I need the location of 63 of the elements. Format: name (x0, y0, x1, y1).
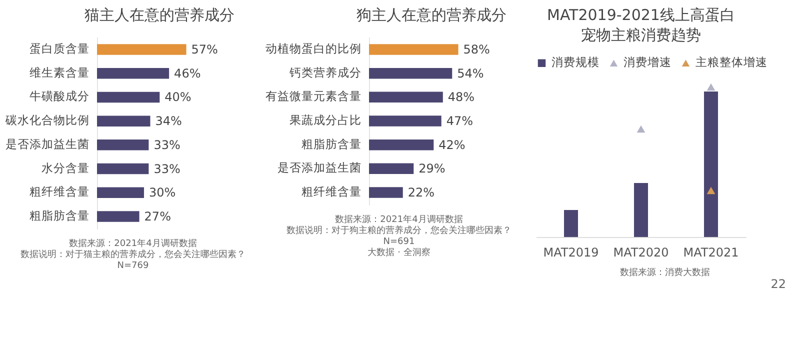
y-tick-label: 粗纤维含量 (302, 184, 362, 198)
text: 大数据 · 全洞察 (368, 248, 430, 259)
data-label: 54% (457, 66, 484, 80)
y-tick-label: 牛磺酸成分 (30, 89, 90, 104)
y-tick-label: 钙类营养成分 (288, 65, 362, 80)
chart-title: MAT2019-2021线上高蛋白宠物主粮消费趋势 (547, 6, 735, 44)
data-label: 22% (408, 185, 435, 200)
chart-title: 狗主人在意的营养成分 (356, 6, 506, 24)
x-tick-label: MAT2021 (683, 246, 739, 260)
y-tick-label: 维生素含量 (30, 65, 90, 80)
x-tick-label: MAT2020 (613, 246, 669, 260)
text: N=691 (383, 237, 415, 248)
bar (97, 116, 150, 126)
bar (97, 187, 144, 198)
bar (369, 44, 458, 55)
bar (369, 92, 443, 103)
source-note: 数据来源：消费大数据 (620, 268, 710, 279)
data-label: 33% (154, 162, 180, 176)
bar (369, 116, 442, 126)
y-tick-label: 碳水化合物比例 (4, 113, 90, 128)
source-note: 数据来源：2021年4月调研数据 (69, 239, 197, 250)
legend-label: 消费规模 (552, 55, 600, 70)
y-tick-label: 水分含量 (42, 160, 90, 175)
bar (97, 44, 186, 55)
y-tick-label: 粗脂肪含量 (302, 136, 362, 151)
data-label: 57% (191, 42, 218, 57)
text: N=769 (117, 261, 149, 272)
y-tick-label: 蛋白质含量 (30, 42, 90, 56)
source-note: 数据来源：2021年4月调研数据 (335, 215, 463, 226)
bar (97, 68, 170, 79)
x-tick-label: MAT2019 (543, 246, 599, 260)
data-label: 40% (164, 90, 192, 104)
bar (97, 92, 160, 103)
data-label: 47% (446, 114, 474, 128)
data-label: 42% (438, 138, 466, 152)
data-label: 48% (448, 90, 475, 104)
text: 22 (770, 277, 786, 291)
legend-label: 消费增速 (624, 55, 672, 70)
y-tick-label: 是否添加益生菌 (6, 136, 90, 151)
bar (369, 187, 403, 198)
bar (369, 68, 452, 79)
chart-title: 猫主人在意的营养成分 (84, 6, 234, 24)
bar (97, 211, 140, 222)
bar (369, 139, 434, 150)
data-label: 46% (174, 66, 201, 80)
y-tick-label: 有益微量元素含量 (266, 89, 362, 104)
y-tick-label: 粗纤维含量 (30, 184, 90, 199)
text: 数据说明：对于狗主粮的营养成分，您会关注哪些因素？ (286, 226, 512, 237)
y-tick-label: 动植物蛋白的比例 (266, 42, 362, 56)
bar (97, 163, 149, 174)
data-label: 58% (463, 42, 490, 57)
data-label: 27% (144, 209, 171, 224)
y-tick-label: 果蔬成分占比 (290, 113, 362, 127)
bar (97, 140, 149, 150)
text: 数据说明：对于猫主粮的营养成分，您会关注哪些因素？ (20, 250, 246, 261)
data-label: 34% (155, 114, 182, 128)
y-tick-label: 是否添加益生菌 (278, 160, 362, 175)
data-label: 29% (418, 162, 446, 176)
data-label: 33% (154, 138, 180, 152)
legend-label: 主粮整体增速 (696, 55, 768, 70)
y-tick-label: 粗脂肪含量 (30, 208, 90, 222)
data-label: 30% (148, 186, 176, 200)
bar (369, 163, 414, 174)
